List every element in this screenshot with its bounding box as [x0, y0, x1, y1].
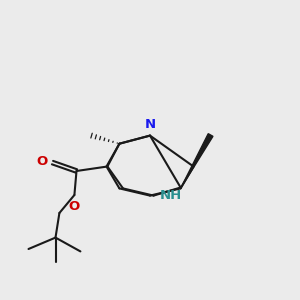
Text: O: O [68, 200, 80, 213]
Text: NH: NH [160, 189, 182, 202]
Polygon shape [181, 134, 213, 188]
Text: O: O [37, 155, 48, 168]
Text: N: N [144, 118, 156, 131]
